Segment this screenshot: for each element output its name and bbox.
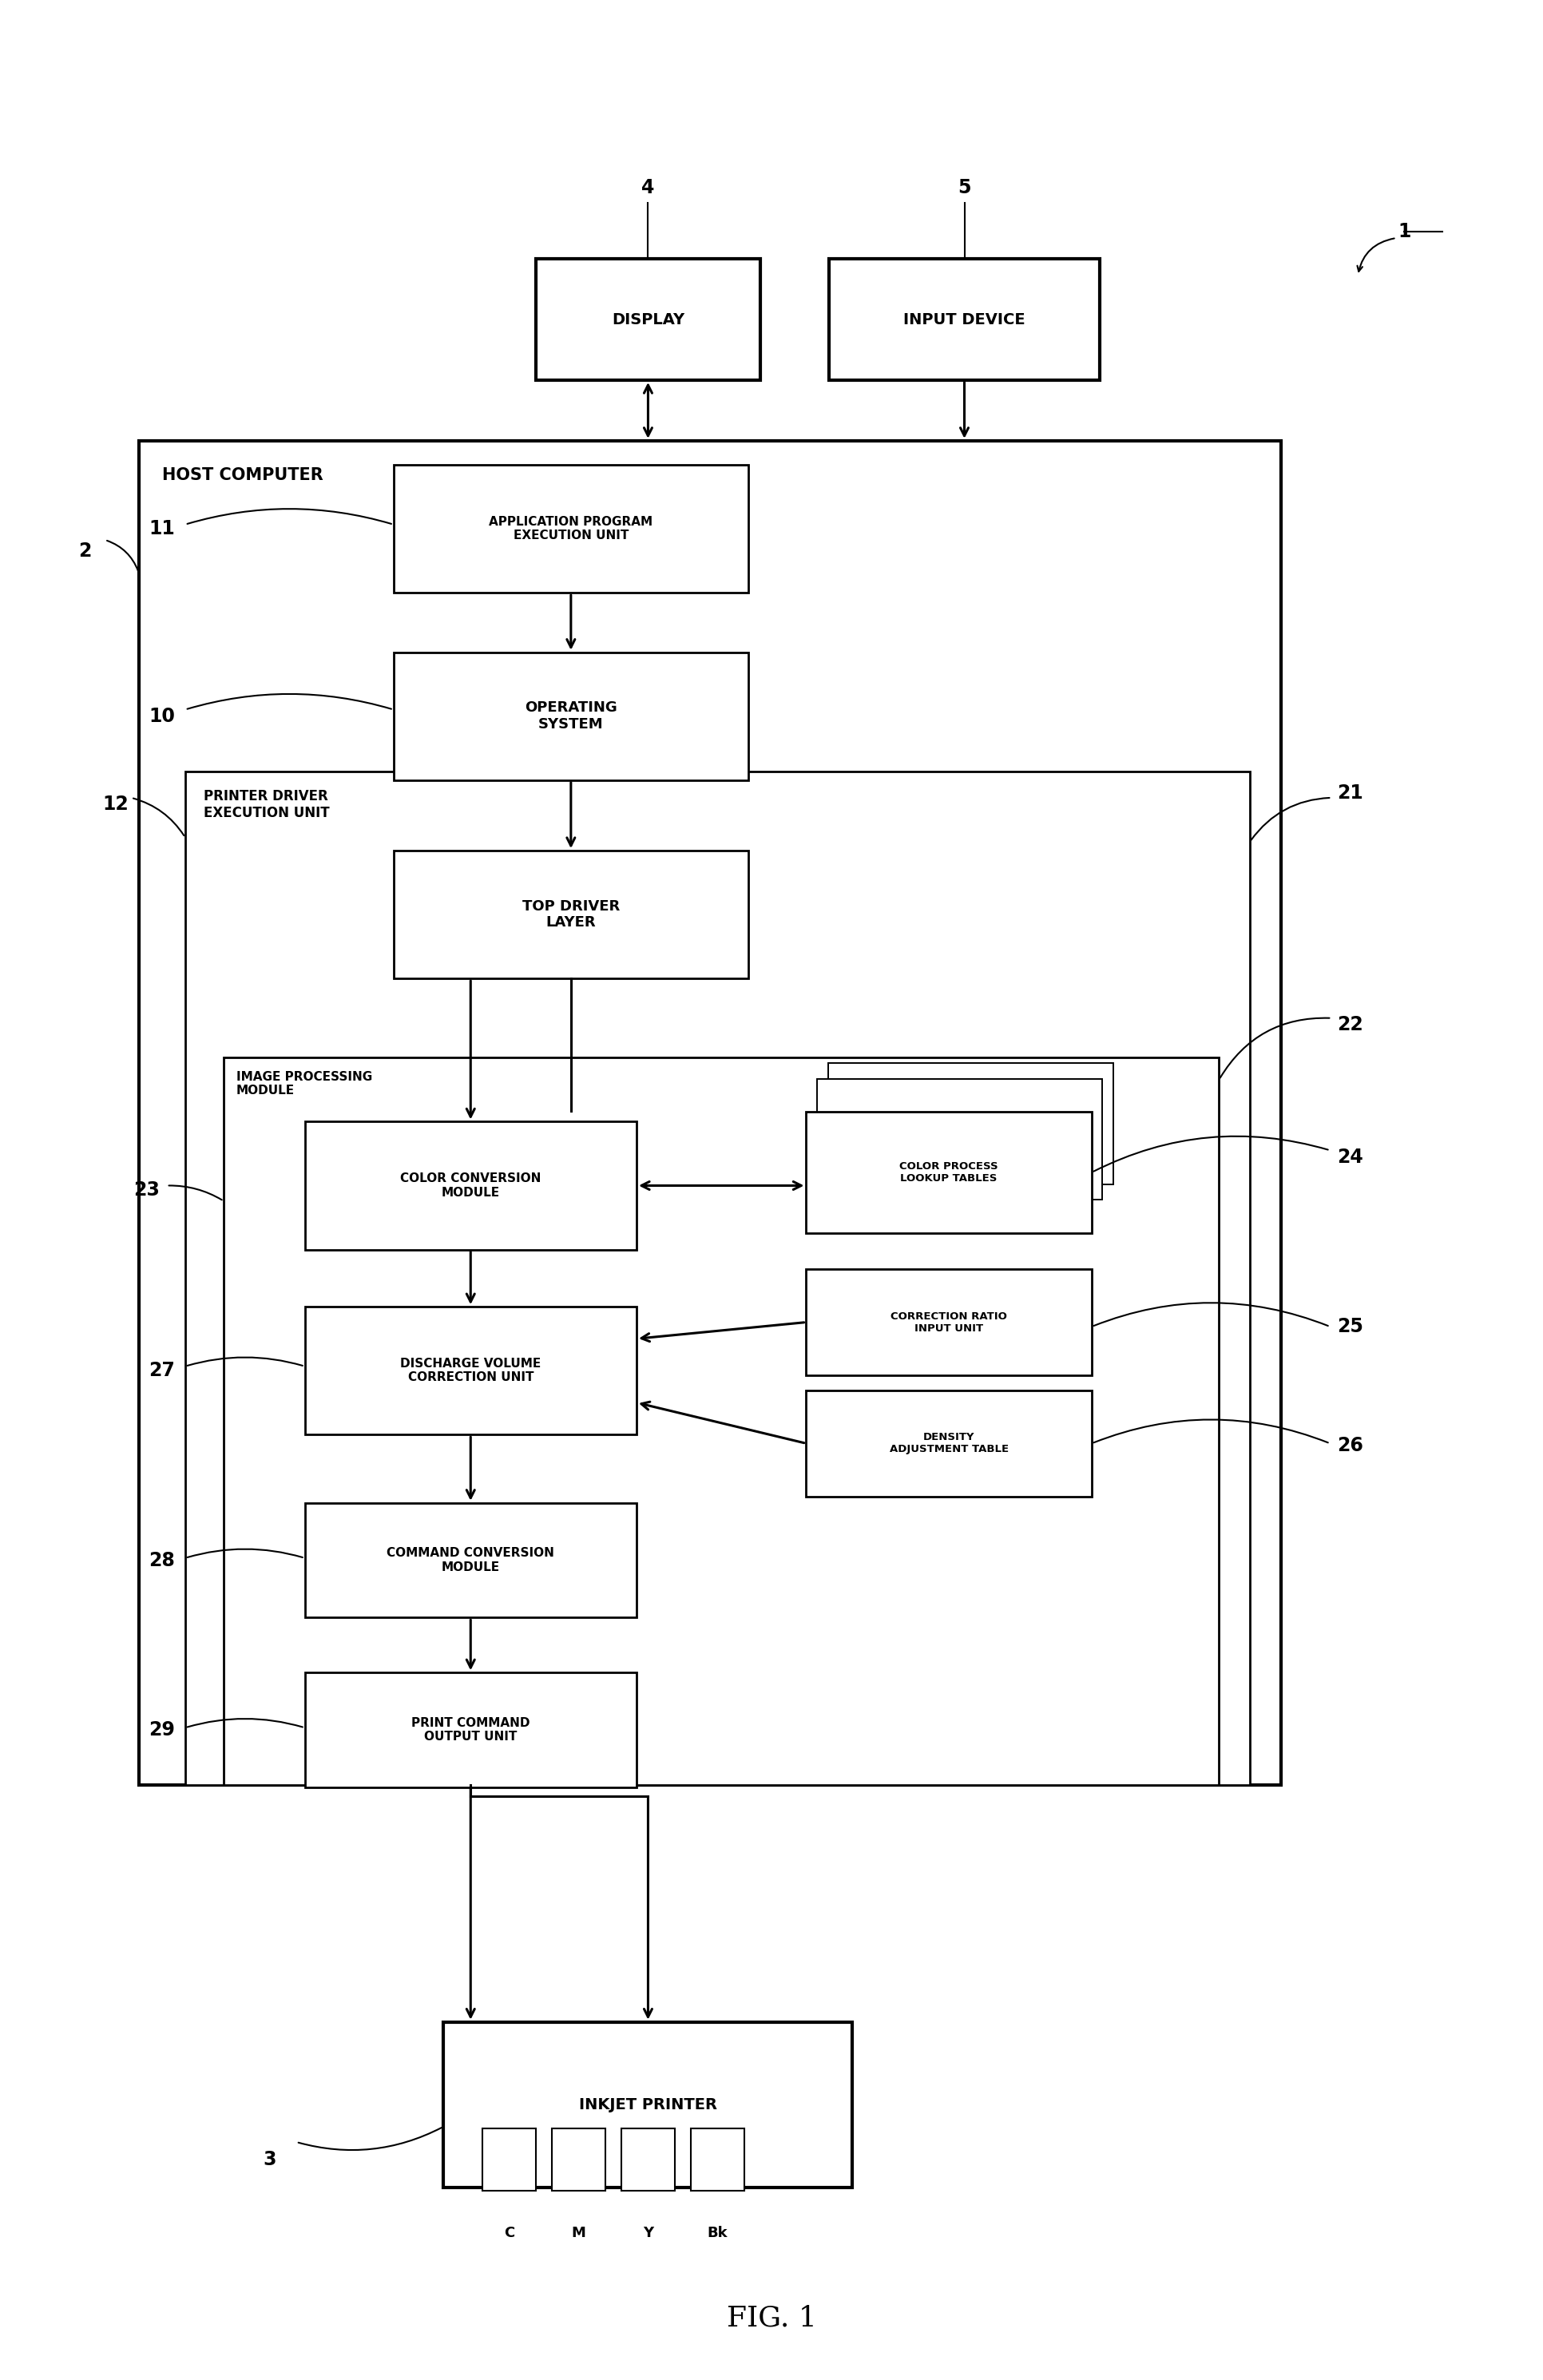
- Text: 1: 1: [1398, 221, 1410, 240]
- Bar: [393, 652, 748, 781]
- Text: 5: 5: [958, 178, 971, 198]
- Text: COLOR PROCESS
LOOKUP TABLES: COLOR PROCESS LOOKUP TABLES: [900, 1161, 998, 1183]
- Bar: [818, 1078, 1102, 1200]
- Text: 28: 28: [148, 1552, 176, 1571]
- Text: 23: 23: [133, 1180, 160, 1200]
- Text: APPLICATION PROGRAM
EXECUTION UNIT: APPLICATION PROGRAM EXECUTION UNIT: [489, 516, 653, 543]
- Text: 29: 29: [148, 1721, 176, 1740]
- Text: DISPLAY: DISPLAY: [611, 312, 685, 326]
- Text: 3: 3: [264, 2149, 276, 2168]
- Bar: [393, 464, 748, 593]
- Bar: [224, 1057, 1219, 1785]
- Bar: [481, 2128, 537, 2190]
- Text: OPERATING
SYSTEM: OPERATING SYSTEM: [525, 700, 617, 731]
- Bar: [139, 440, 1281, 1785]
- Text: IMAGE PROCESSING
MODULE: IMAGE PROCESSING MODULE: [236, 1071, 372, 1097]
- Text: 4: 4: [642, 178, 654, 198]
- Text: INPUT DEVICE: INPUT DEVICE: [904, 312, 1025, 326]
- Text: DENSITY
ADJUSTMENT TABLE: DENSITY ADJUSTMENT TABLE: [889, 1433, 1009, 1454]
- Bar: [306, 1502, 636, 1618]
- Text: 10: 10: [148, 707, 176, 726]
- Text: 11: 11: [150, 519, 174, 538]
- Text: 2: 2: [79, 540, 91, 562]
- Bar: [306, 1307, 636, 1435]
- Text: 21: 21: [1338, 783, 1362, 802]
- Text: M: M: [571, 2225, 586, 2240]
- Bar: [552, 2128, 605, 2190]
- Bar: [444, 2023, 852, 2187]
- Bar: [691, 2128, 745, 2190]
- Text: C: C: [505, 2225, 514, 2240]
- Bar: [829, 1064, 1114, 1185]
- Text: 24: 24: [1338, 1147, 1362, 1166]
- Bar: [620, 2128, 676, 2190]
- Bar: [306, 1673, 636, 1787]
- Text: PRINT COMMAND
OUTPUT UNIT: PRINT COMMAND OUTPUT UNIT: [412, 1716, 529, 1742]
- Text: 26: 26: [1336, 1435, 1364, 1454]
- Bar: [185, 771, 1250, 1785]
- Text: FIG. 1: FIG. 1: [727, 2304, 816, 2332]
- Text: COLOR CONVERSION
MODULE: COLOR CONVERSION MODULE: [400, 1173, 542, 1200]
- Bar: [830, 259, 1099, 381]
- Bar: [537, 259, 761, 381]
- Bar: [805, 1390, 1092, 1497]
- Text: Bk: Bk: [707, 2225, 728, 2240]
- Bar: [393, 850, 748, 978]
- Text: COMMAND CONVERSION
MODULE: COMMAND CONVERSION MODULE: [387, 1547, 554, 1573]
- Text: 27: 27: [148, 1361, 176, 1380]
- Bar: [805, 1111, 1092, 1233]
- Bar: [306, 1121, 636, 1250]
- Text: 22: 22: [1338, 1016, 1362, 1035]
- Text: DISCHARGE VOLUME
CORRECTION UNIT: DISCHARGE VOLUME CORRECTION UNIT: [400, 1357, 542, 1383]
- Text: HOST COMPUTER: HOST COMPUTER: [162, 466, 322, 483]
- Text: TOP DRIVER
LAYER: TOP DRIVER LAYER: [522, 900, 620, 931]
- Text: PRINTER DRIVER
EXECUTION UNIT: PRINTER DRIVER EXECUTION UNIT: [204, 788, 330, 821]
- Text: 12: 12: [103, 795, 128, 814]
- Text: 25: 25: [1336, 1316, 1364, 1335]
- Text: CORRECTION RATIO
INPUT UNIT: CORRECTION RATIO INPUT UNIT: [890, 1311, 1008, 1333]
- Bar: [805, 1269, 1092, 1376]
- Text: Y: Y: [643, 2225, 653, 2240]
- Text: INKJET PRINTER: INKJET PRINTER: [579, 2097, 717, 2111]
